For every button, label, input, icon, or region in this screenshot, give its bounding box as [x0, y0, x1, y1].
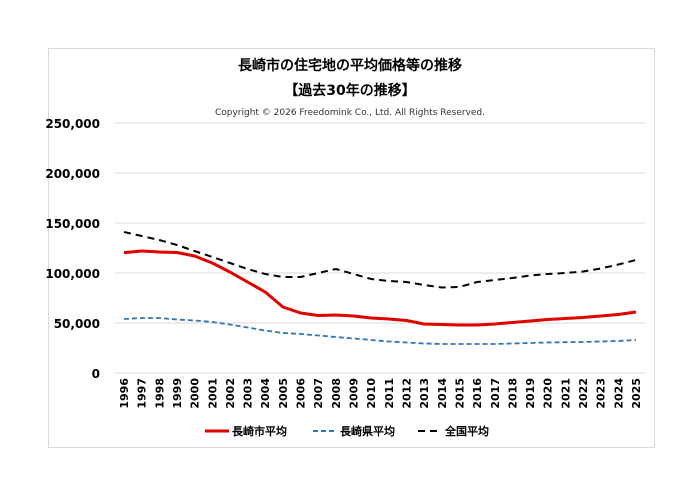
- x-tick-label: 2009: [348, 378, 361, 409]
- x-tick-label: 2003: [242, 378, 255, 409]
- chart-subtitle: 【過去30年の推移】: [284, 83, 416, 99]
- x-tick-label: 2001: [206, 378, 219, 409]
- x-tick-label: 2011: [383, 378, 396, 409]
- x-tick-label: 2007: [312, 378, 325, 409]
- chart-area: [48, 48, 655, 448]
- y-tick-label: 250,000: [45, 117, 100, 131]
- x-tick-label: 2024: [612, 378, 625, 409]
- x-tick-label: 2015: [453, 378, 466, 409]
- y-tick-label: 150,000: [45, 217, 100, 231]
- x-tick-label: 1997: [136, 378, 149, 409]
- y-tick-label: 0: [92, 367, 100, 381]
- x-tick-label: 2021: [559, 378, 572, 409]
- legend-label: 全国平均: [444, 424, 489, 438]
- x-tick-label: 2023: [595, 378, 608, 409]
- y-tick-label: 200,000: [45, 167, 100, 181]
- x-tick-label: 2022: [577, 378, 590, 409]
- x-tick-label: 1999: [171, 378, 184, 409]
- legend-label: 長崎市平均: [232, 424, 287, 438]
- x-tick-label: 2014: [436, 378, 449, 409]
- x-tick-label: 2025: [630, 378, 643, 409]
- x-tick-label: 2005: [277, 378, 290, 409]
- x-tick-label: 2019: [524, 378, 537, 409]
- copyright-text: Copyright © 2026 Freedomink Co., Ltd. Al…: [214, 108, 486, 118]
- series-line-2: [123, 317, 637, 345]
- x-tick-label: 2013: [418, 378, 431, 409]
- x-tick-label: 1998: [153, 378, 166, 409]
- series-line-3: [123, 231, 637, 289]
- x-tick-label: 2006: [295, 378, 308, 409]
- x-tick-label: 2020: [542, 378, 555, 409]
- legend-label: 長崎県平均: [340, 424, 395, 438]
- x-tick-label: 2008: [330, 378, 343, 409]
- y-tick-label: 50,000: [54, 317, 100, 331]
- x-tick-label: 2000: [189, 378, 202, 409]
- series-line-1: [123, 249, 637, 327]
- chart-title: 長崎市の住宅地の平均価格等の推移: [238, 58, 462, 74]
- x-tick-label: 1996: [118, 378, 131, 409]
- x-tick-label: 2002: [224, 378, 237, 409]
- x-tick-label: 2016: [471, 378, 484, 409]
- x-tick-label: 2004: [259, 378, 272, 409]
- x-tick-label: 2012: [400, 378, 413, 409]
- x-tick-label: 2017: [489, 378, 502, 409]
- x-tick-label: 2010: [365, 378, 378, 409]
- y-tick-label: 100,000: [45, 267, 100, 281]
- x-tick-label: 2018: [506, 378, 519, 409]
